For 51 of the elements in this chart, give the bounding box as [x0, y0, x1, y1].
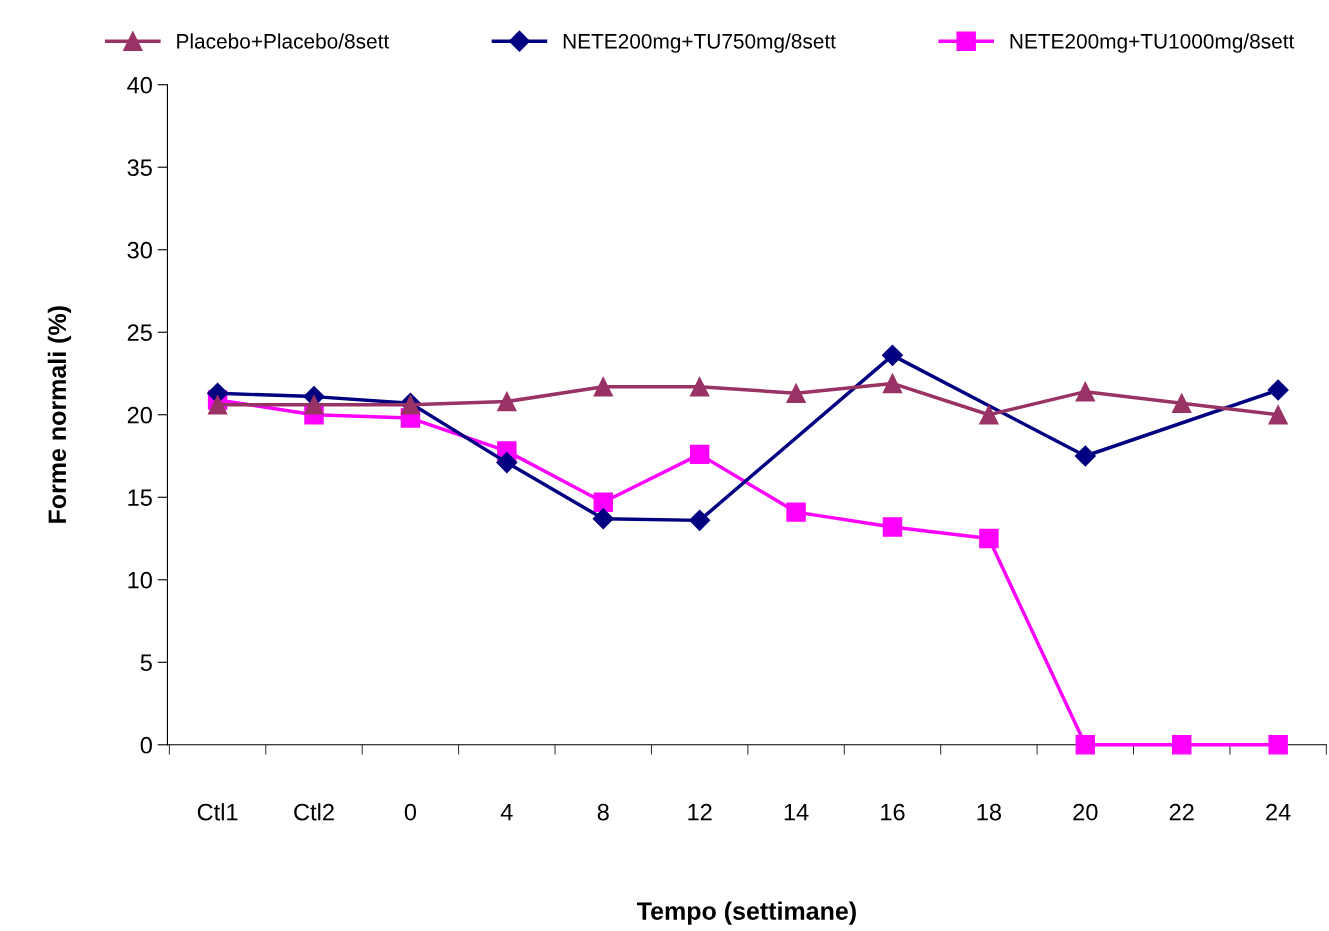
legend-label: NETE200mg+TU1000mg/8sett [1010, 33, 1295, 53]
y-tick-label: 25 [127, 324, 152, 342]
point [1075, 381, 1096, 402]
x-axis-title: Tempo (settimane) [636, 901, 856, 925]
y-tick-label: 35 [127, 159, 152, 177]
point [1267, 379, 1289, 401]
point [786, 502, 806, 522]
y-tick-label: 20 [127, 406, 152, 424]
y-tick-label: 30 [127, 241, 152, 259]
point [1268, 735, 1288, 755]
x-tick-label: 0 [404, 803, 417, 821]
point [1074, 445, 1096, 467]
x-tick-label: 12 [688, 803, 712, 821]
x-tick-label: 8 [597, 803, 609, 821]
point [592, 508, 614, 530]
point [496, 452, 518, 474]
point [689, 444, 710, 465]
point [593, 376, 613, 397]
point [207, 395, 228, 415]
y-axis-title: Forme normali (%) [47, 306, 72, 523]
y-tick-label: 40 [127, 76, 152, 94]
point [497, 391, 517, 412]
x-tick-label: 16 [881, 803, 905, 821]
x-tick-label: 18 [977, 803, 1001, 821]
x-tick-label: Ctl1 [197, 803, 238, 821]
point [979, 528, 999, 549]
point [786, 383, 806, 404]
point [882, 517, 903, 537]
y-tick-label: 0 [140, 736, 152, 754]
point [1171, 393, 1192, 413]
y-tick-label: 5 [140, 654, 152, 672]
x-tick-label: Ctl2 [294, 803, 334, 821]
x-tick-label: 24 [1266, 803, 1291, 821]
point [881, 344, 903, 366]
legend-label: NETE200mg+TU750mg/8sett [563, 33, 836, 53]
point [689, 376, 710, 397]
legend-label: Placebo+Placebo/8sett [177, 33, 390, 49]
point [979, 405, 999, 425]
point [1171, 735, 1192, 755]
point [304, 395, 324, 415]
x-tick-label: 14 [784, 804, 809, 821]
point [1075, 735, 1096, 755]
y-tick-label: 10 [128, 571, 152, 589]
point [689, 509, 711, 531]
point [593, 492, 613, 512]
x-tick-label: 20 [1073, 803, 1098, 821]
point [882, 373, 903, 394]
x-tick-label: 4 [500, 804, 513, 821]
y-tick-label: 15 [128, 489, 152, 507]
point [1268, 405, 1288, 425]
x-tick-label: 22 [1169, 803, 1194, 821]
